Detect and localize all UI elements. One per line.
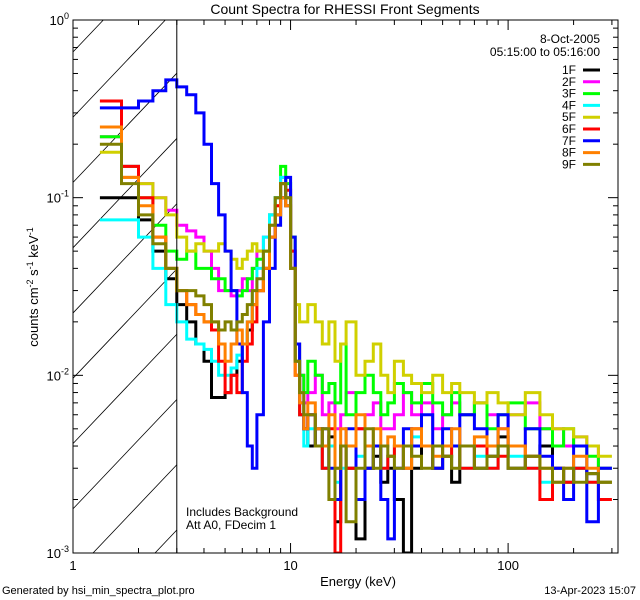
y-tick-label: 10-1	[47, 189, 69, 206]
time-range-label: 05:15:00 to 05:16:00	[490, 45, 600, 59]
hatch-line	[73, 203, 177, 314]
legend-label-1F: 1F	[562, 63, 576, 77]
legend-label-5F: 5F	[562, 110, 576, 124]
legend-label-3F: 3F	[562, 87, 576, 101]
y-tick-label: 10-3	[47, 544, 69, 561]
plot-frame	[72, 19, 619, 554]
x-tick-label: 10	[283, 558, 297, 573]
x-axis-label: Energy (keV)	[320, 574, 396, 589]
legend-label-8F: 8F	[562, 146, 576, 160]
legend-label-9F: 9F	[562, 157, 576, 171]
timestamp-label: 13-Apr-2023 15:07	[544, 585, 636, 597]
series-9F	[99, 142, 612, 524]
date-label: 8-Oct-2005	[540, 32, 600, 46]
hatch-line	[73, 72, 177, 184]
hatch-line	[73, 399, 177, 510]
x-tick-label: 1	[69, 558, 76, 573]
legend-label-2F: 2F	[562, 75, 576, 89]
hatch-line	[73, 268, 177, 379]
y-axis-label: counts cm-2 s-1 keV-1	[25, 227, 41, 346]
hatch-line	[73, 20, 166, 118]
series-5F	[99, 150, 612, 458]
annotation-background: Includes Background	[186, 505, 298, 519]
generated-by-label: Generated by hsi_min_spectra_plot.pro	[2, 585, 195, 597]
chart-title: Count Spectra for RHESSI Front Segments	[210, 1, 479, 17]
legend-label-7F: 7F	[562, 134, 576, 148]
legend-label-4F: 4F	[562, 98, 576, 112]
y-tick-label: 10-2	[47, 366, 69, 383]
series-group	[99, 78, 612, 553]
hatched-region	[73, 20, 177, 553]
annotation-attenuator: Att A0, FDecim 1	[186, 518, 276, 532]
y-tick-label: 100	[50, 11, 69, 28]
axes: 1 10 100 100 10-1 10-2 10-3	[47, 11, 618, 573]
series-3F	[99, 135, 612, 470]
x-tick-label: 100	[497, 558, 519, 573]
legend-label-6F: 6F	[562, 122, 576, 136]
